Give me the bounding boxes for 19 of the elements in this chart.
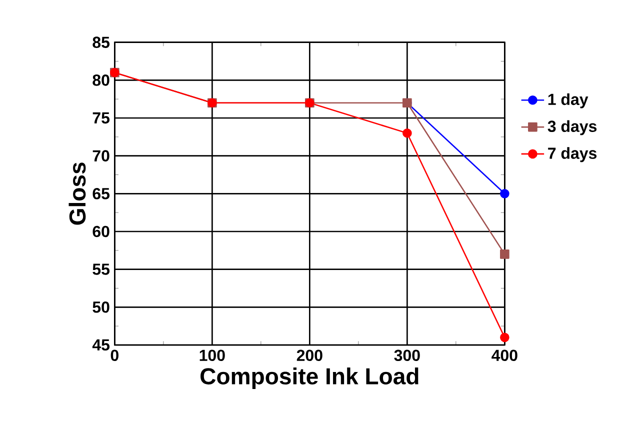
- x-tick-label: 0: [110, 350, 118, 362]
- y-tick-label: 65: [92, 188, 110, 200]
- y-tick-label: 60: [92, 226, 110, 238]
- legend-label: 7 days: [548, 147, 597, 162]
- x-tick-label: 200: [296, 350, 322, 362]
- y-tick-label: 85: [92, 36, 110, 48]
- y-tick-label: 70: [92, 150, 110, 162]
- y-axis-title: Gloss: [68, 162, 86, 225]
- x-tick-label: 300: [394, 350, 420, 362]
- x-tick-label: 400: [492, 350, 518, 362]
- x-tick-label: 100: [200, 350, 225, 362]
- y-tick-label: 45: [92, 339, 110, 351]
- y-tick-label: 75: [92, 112, 110, 124]
- legend-label: 1 day: [548, 93, 588, 108]
- y-tick-label: 80: [92, 74, 110, 86]
- legend-label: 3 days: [548, 120, 597, 136]
- x-axis-title: Composite Ink Load: [200, 368, 418, 390]
- y-tick-label: 55: [92, 264, 110, 275]
- y-tick-label: 50: [92, 301, 110, 313]
